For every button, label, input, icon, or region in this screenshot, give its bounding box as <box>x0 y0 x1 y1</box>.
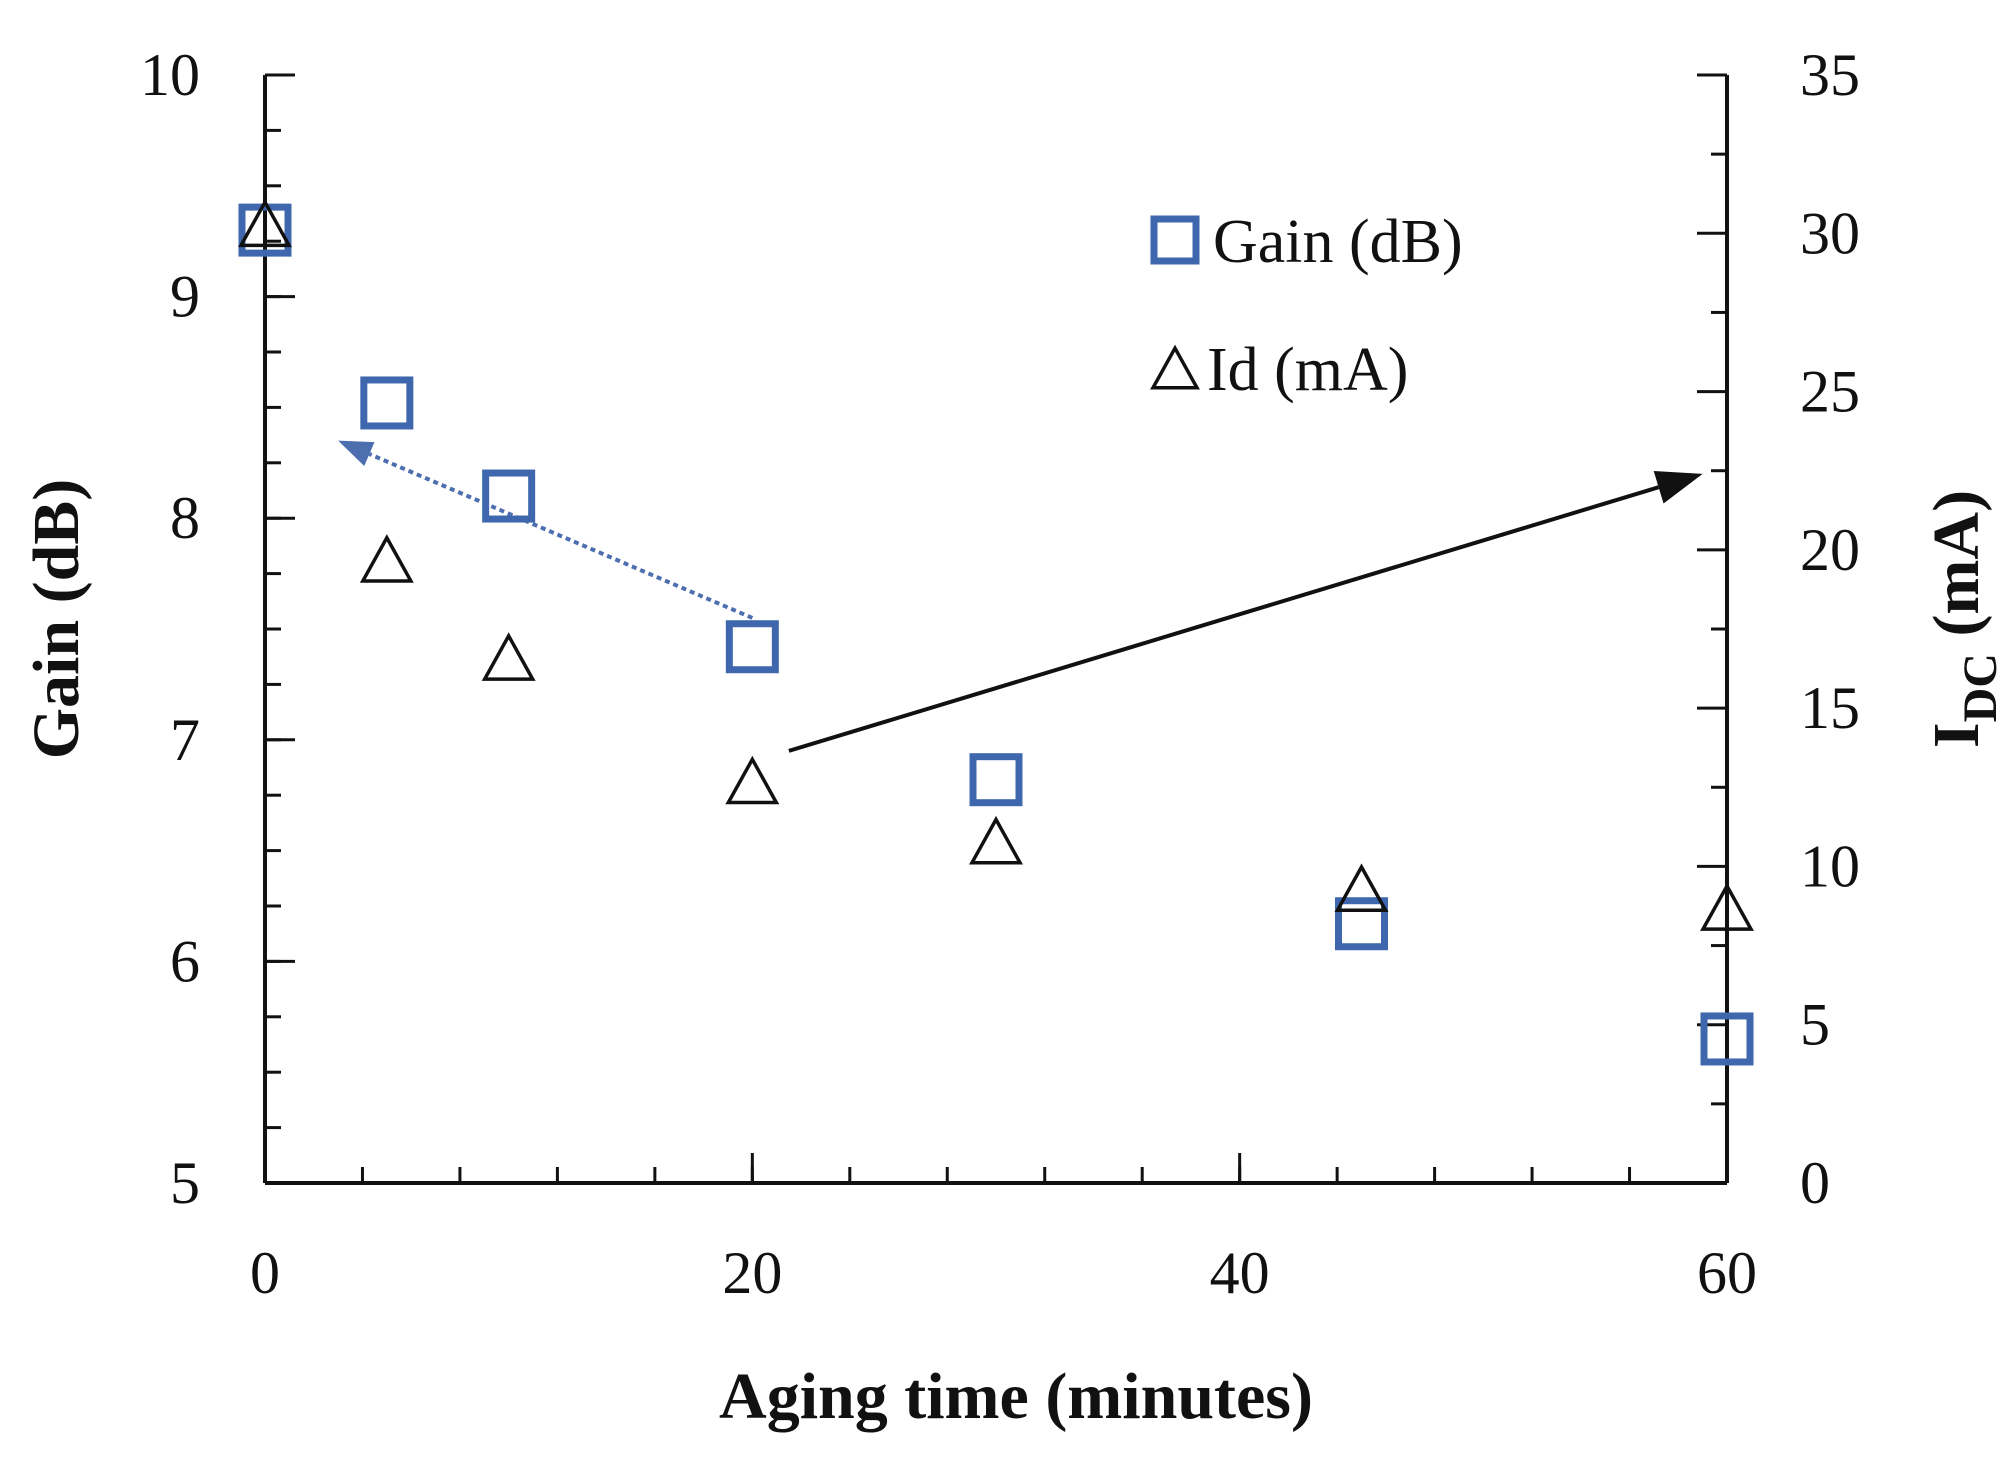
x-tick-label: 40 <box>1210 1240 1270 1306</box>
gain-data-point <box>969 753 1023 807</box>
points-group <box>238 198 1754 1066</box>
x-tick-label: 60 <box>1697 1240 1757 1306</box>
axes-group <box>263 75 1729 1185</box>
annotations-group <box>338 440 1703 753</box>
y-left-axis-title: Gain (dB) <box>20 479 93 760</box>
y-right-title-main: I <box>1920 722 1993 748</box>
legend-gain-label: Gain (dB) <box>1213 208 1463 276</box>
y-left-tick-label: 5 <box>170 1150 200 1216</box>
y-right-tick-label: 35 <box>1800 42 1860 108</box>
gain-data-point <box>360 376 414 430</box>
y-right-tick-label: 20 <box>1800 517 1860 583</box>
titles-group: Aging time (minutes) Gain (dB) IDC (mA) <box>20 479 2003 1433</box>
current-axis-arrow-shaft <box>788 485 1660 753</box>
y-right-tick-label: 10 <box>1800 833 1860 899</box>
gain-data-point <box>1700 1012 1754 1066</box>
y-right-tick-label: 5 <box>1800 992 1830 1058</box>
gain-data-point <box>1335 897 1388 951</box>
legend-group: Gain (dB) Id (mA) <box>1150 208 1463 404</box>
id-data-point <box>969 815 1023 865</box>
gain-axis-arrow-shaft <box>368 452 754 620</box>
gain-data-point <box>482 469 536 523</box>
id-data-point <box>1334 863 1389 912</box>
legend-id-marker <box>1150 344 1200 390</box>
y-right-tick-label: 25 <box>1800 359 1860 425</box>
current-axis-arrow-head <box>1653 470 1703 504</box>
id-data-point <box>1700 882 1754 931</box>
y-left-tick-label: 6 <box>170 928 200 994</box>
id-data-point <box>725 755 780 805</box>
gain-data-point <box>238 203 292 257</box>
y-right-tick-label: 15 <box>1800 675 1860 741</box>
x-tick-label: 20 <box>722 1240 782 1306</box>
x-tick-label: 0 <box>250 1240 280 1306</box>
y-right-title-subscript: DC <box>1954 653 2003 722</box>
y-left-tick-label: 9 <box>170 264 200 330</box>
y-right-tick-label: 30 <box>1800 200 1860 266</box>
id-data-point <box>238 198 292 248</box>
legend-id-label: Id (mA) <box>1207 336 1408 404</box>
id-data-point <box>481 632 536 681</box>
x-axis-title: Aging time (minutes) <box>719 1360 1313 1433</box>
y-right-title-unit: (mA) <box>1920 490 1993 653</box>
y-right-tick-label: 0 <box>1800 1150 1830 1216</box>
y-left-tick-label: 10 <box>140 42 200 108</box>
y-left-tick-label: 7 <box>170 707 200 773</box>
legend-gain-marker <box>1150 215 1200 265</box>
gain-axis-arrow-head <box>338 440 375 466</box>
id-data-point <box>359 534 414 583</box>
gain-data-point <box>725 620 779 674</box>
y-left-tick-label: 8 <box>170 485 200 551</box>
y-right-axis-title: IDC (mA) <box>1920 490 2003 748</box>
